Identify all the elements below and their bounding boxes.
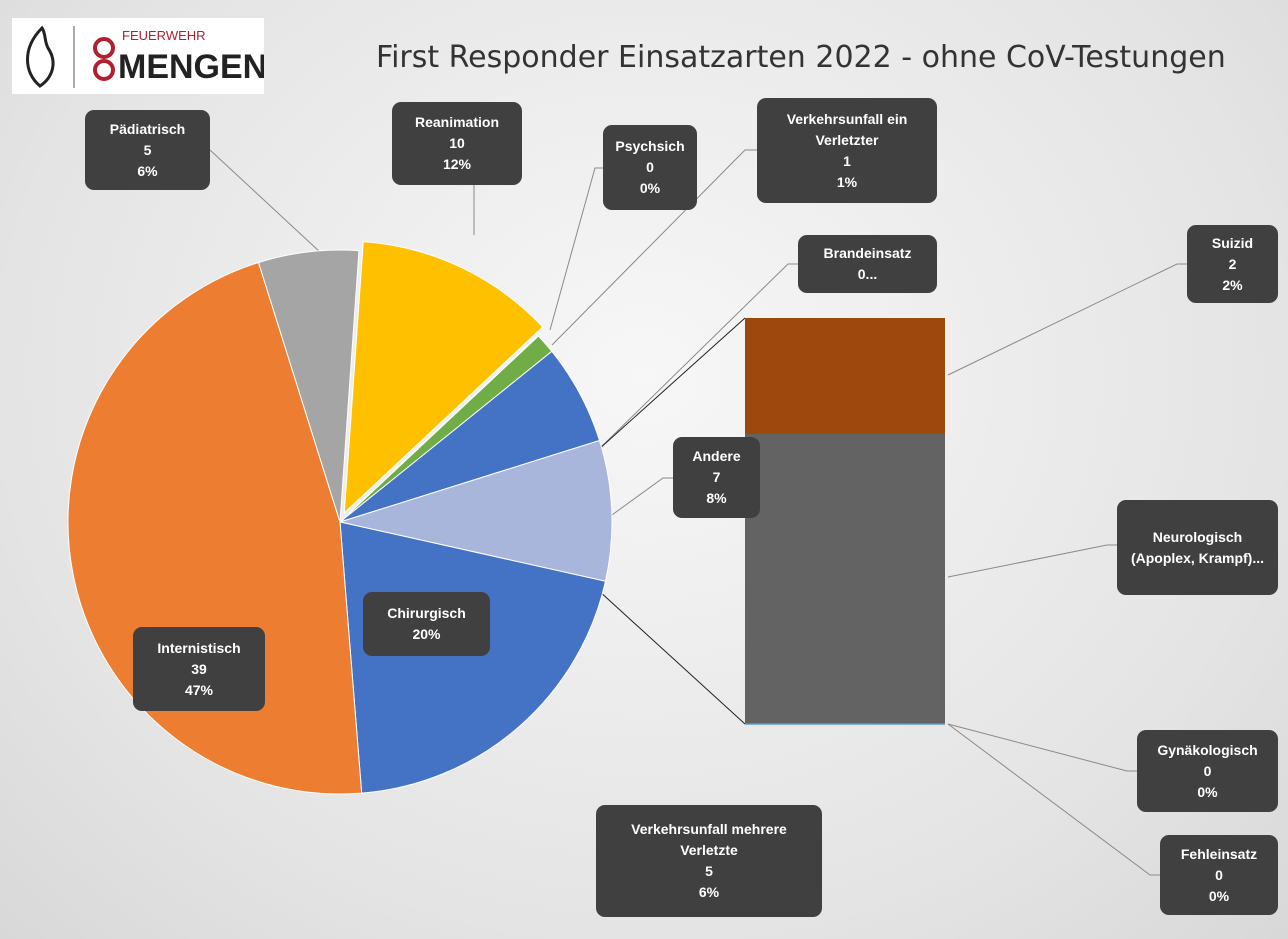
label-value: 0 — [1203, 762, 1212, 779]
label-name: Internistisch — [157, 639, 241, 656]
label-value: 5 — [143, 141, 152, 158]
label-name: Verkehrsunfall ein Verletzter — [786, 110, 908, 148]
leader-line — [551, 149, 757, 346]
label-name: Suizid — [1211, 234, 1254, 251]
data-label: Neurologisch (Apoplex, Krampf)... — [1117, 500, 1278, 595]
label-value: 5 — [705, 863, 713, 879]
label-percent: 6% — [698, 884, 720, 900]
data-label: Suizid 2 2% — [1187, 225, 1278, 303]
data-label: Chirurgisch 20% — [363, 592, 490, 656]
leader-line — [597, 263, 798, 451]
pie-slice — [257, 249, 360, 523]
bar-segment — [745, 318, 945, 434]
data-label: Reanimation 10 12% — [392, 102, 522, 185]
leader-line — [947, 544, 1117, 578]
label-name: Gynäkologisch — [1157, 741, 1258, 758]
label-percent: 0% — [639, 180, 661, 196]
data-label: Internistisch 39 47% — [133, 627, 265, 711]
label-value: 10 — [449, 135, 465, 151]
label-name: Pädiatrisch — [109, 120, 186, 137]
leader-line — [947, 723, 1137, 772]
label-percent: 1% — [836, 173, 858, 190]
leader-lines — [209, 149, 1187, 876]
data-label: Verkehrsunfall mehrere Verletzte 5 6% — [596, 805, 822, 917]
leader-line — [947, 723, 1160, 876]
logo-graphic: FEUERWEHR MENGEN — [26, 25, 264, 88]
label-percent: 47% — [184, 681, 214, 698]
data-label: Psychsich 0 0% — [603, 125, 697, 210]
label-value: 39 — [191, 660, 207, 677]
label-value: 1 — [843, 152, 851, 169]
bar-segment — [745, 434, 945, 724]
logo-name: MENGEN — [118, 48, 264, 86]
label-name: Andere — [692, 448, 741, 464]
label-name: Neurologisch (Apoplex, Krampf)... — [1130, 528, 1264, 566]
data-label: Pädiatrisch 5 6% — [85, 110, 210, 190]
pie-slice — [338, 439, 613, 582]
label-value: 7 — [712, 469, 721, 485]
label-percent: 2% — [1222, 276, 1243, 293]
logo: FEUERWEHR MENGEN — [12, 18, 264, 94]
connector — [597, 317, 746, 451]
label-value: 0 — [646, 159, 654, 175]
leader-line — [549, 167, 603, 331]
label-value: 0 — [1215, 866, 1223, 883]
leader-line — [604, 477, 673, 521]
label-percent: 0% — [1208, 887, 1230, 904]
data-label: Andere 7 8% — [673, 437, 760, 518]
connector — [597, 589, 746, 725]
label-percent: 6% — [137, 162, 158, 179]
label-value: 2 — [1228, 255, 1237, 272]
label-name: Brandeinsatz — [823, 245, 912, 261]
label-percent: 20% — [412, 626, 441, 642]
leader-line — [947, 263, 1187, 376]
label-name: Reanimation — [414, 114, 499, 130]
leader-line — [209, 149, 321, 253]
label-name: Verkehrsunfall mehrere Verletzte — [631, 821, 787, 858]
logo-top: FEUERWEHR — [122, 28, 206, 43]
label-value: 0... — [857, 266, 878, 282]
data-label: Gynäkologisch 0 0% — [1137, 730, 1278, 812]
label-percent: 8% — [706, 490, 727, 506]
pie-slice — [339, 521, 607, 794]
label-name: Fehleinsatz — [1180, 845, 1258, 862]
label-percent: 12% — [442, 156, 472, 172]
data-label: Verkehrsunfall ein Verletzter 1 1% — [757, 98, 937, 203]
label-name: Chirurgisch — [387, 605, 466, 621]
pie-slice — [343, 241, 544, 515]
label-percent: 0% — [1197, 783, 1218, 800]
label-name: Psychsich — [615, 138, 685, 154]
pie — [67, 241, 613, 795]
data-label: Brandeinsatz 0... — [798, 235, 937, 293]
chart-title: First Responder Einsatzarten 2022 - ohne… — [376, 40, 1226, 75]
data-label: Fehleinsatz 0 0% — [1160, 835, 1278, 915]
